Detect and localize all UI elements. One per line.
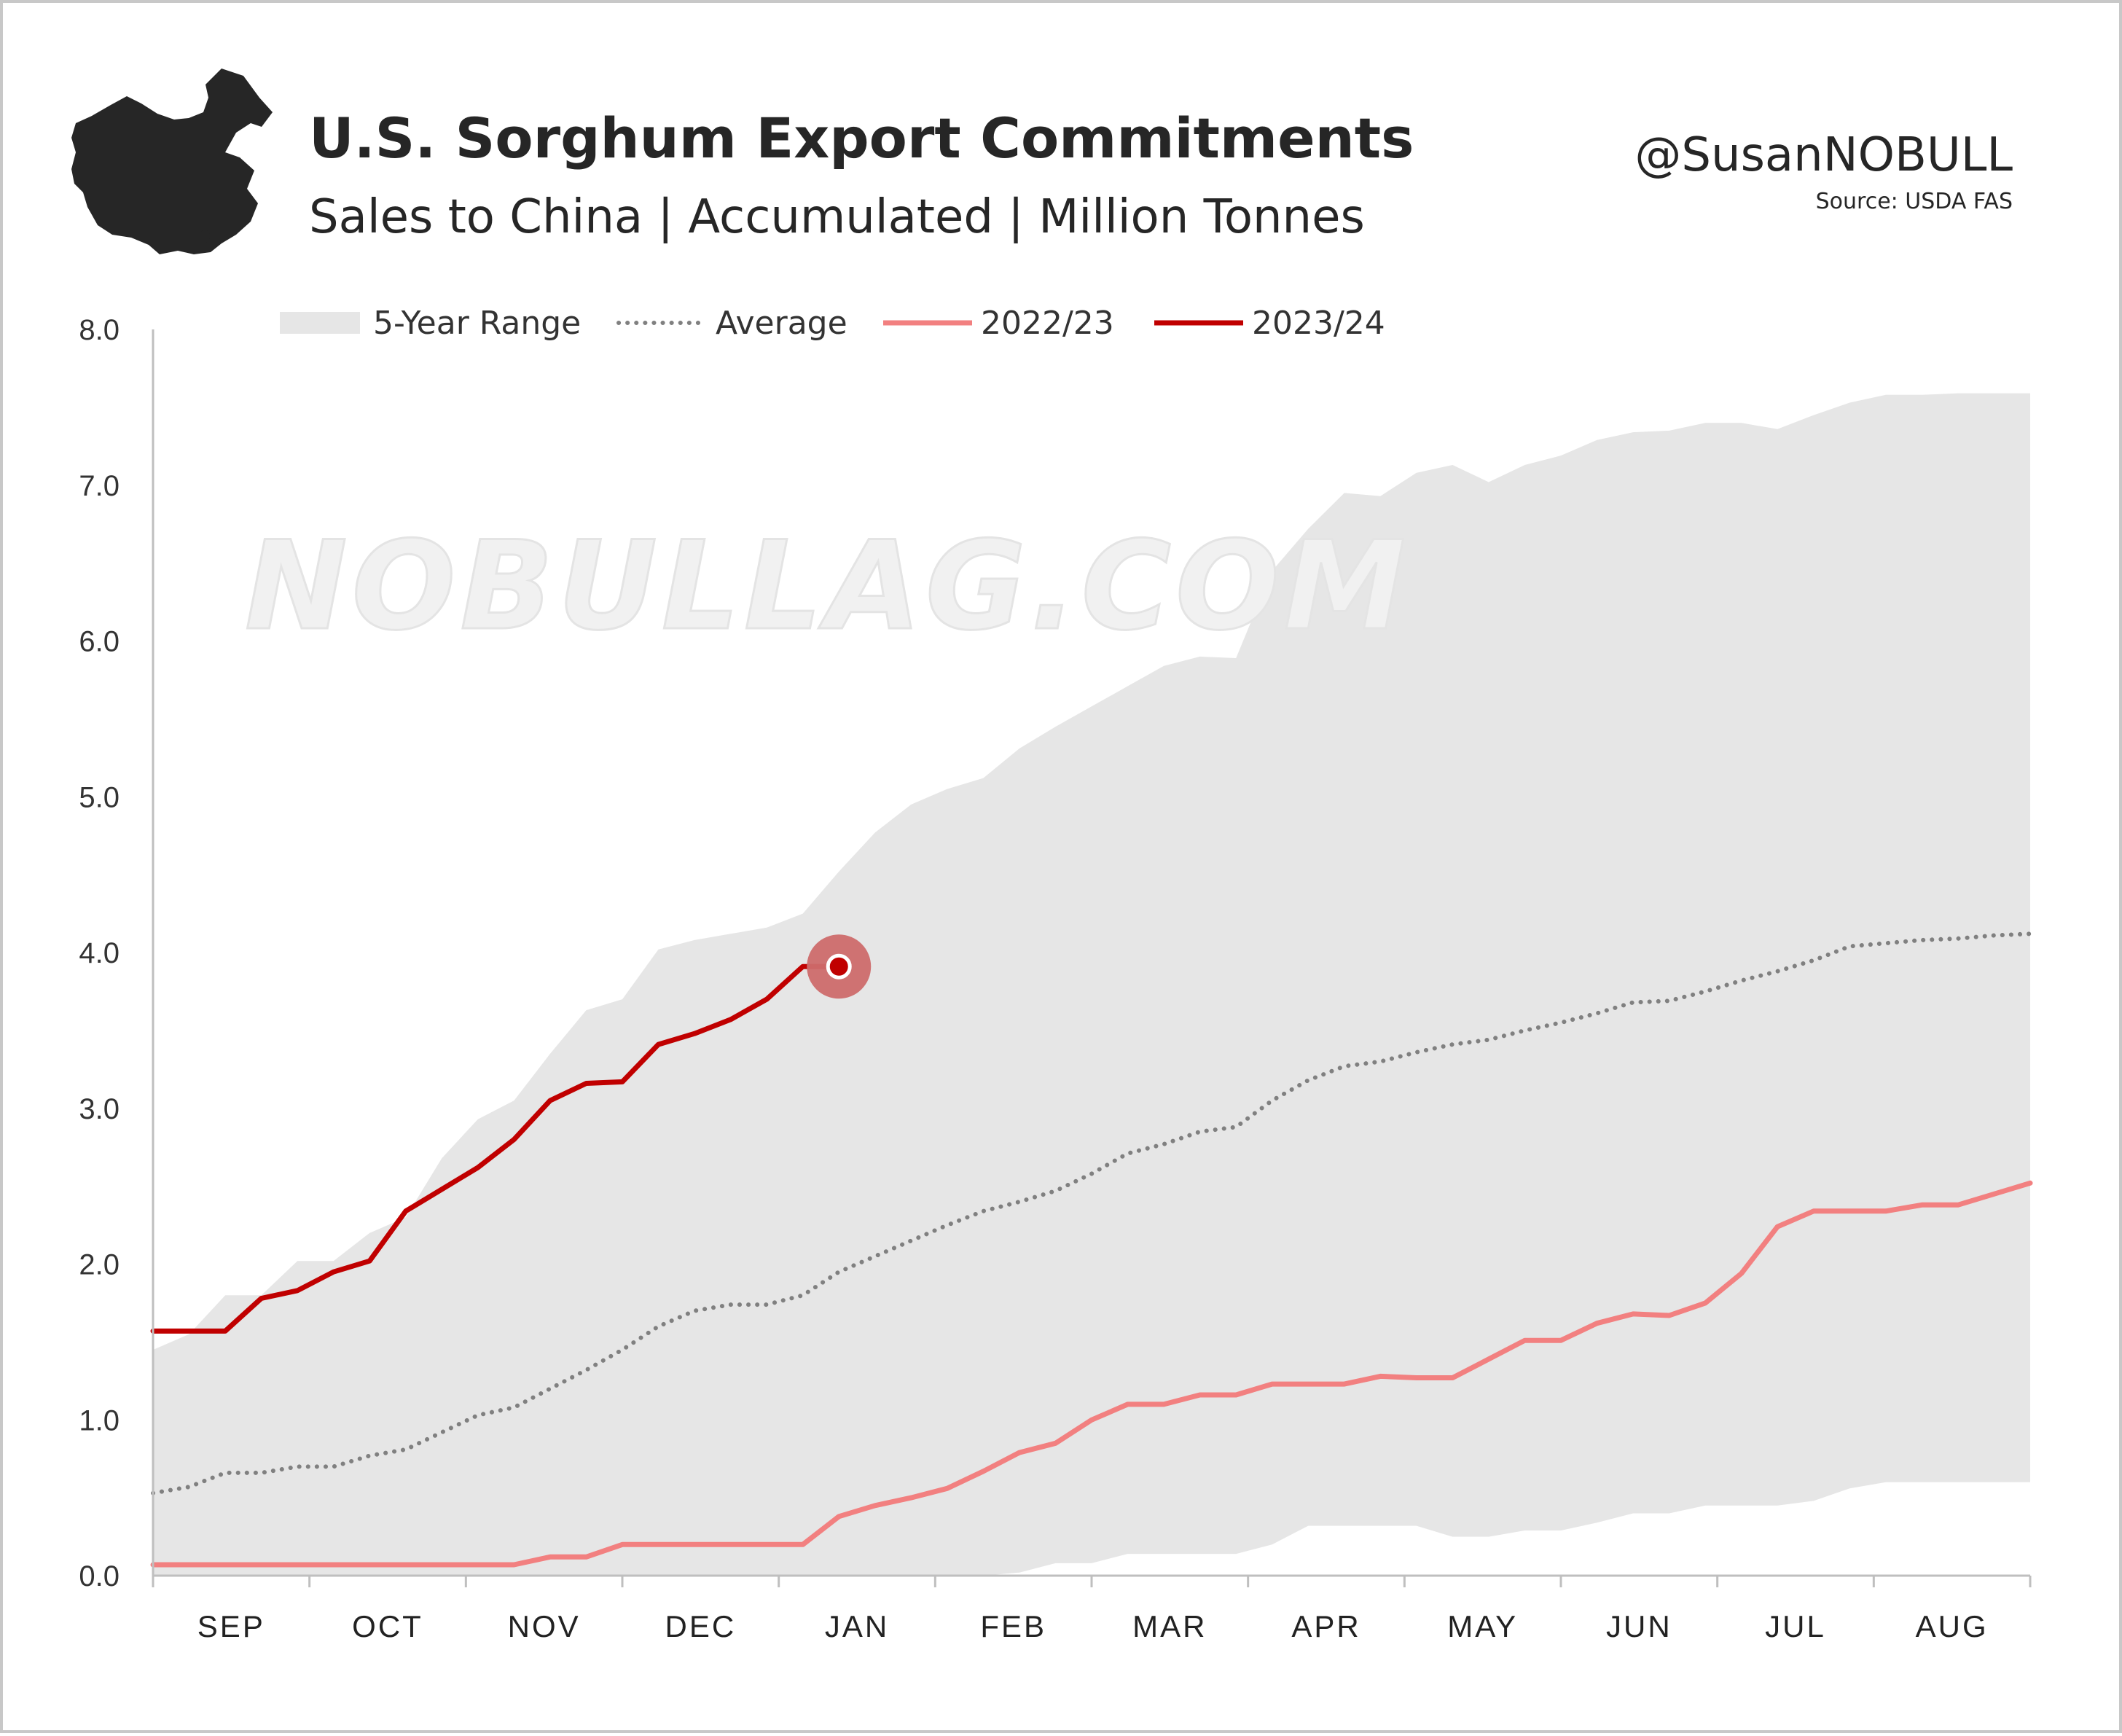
x-tick-label: JAN [825,1609,889,1643]
x-tick-label: AUG [1916,1609,1989,1643]
series-layer [150,931,2033,1568]
author-handle: @SusanNOBULL [1634,128,2013,182]
y-tick-label: 1.0 [79,1404,120,1436]
x-tick-label: NOV [508,1609,581,1643]
legend: 5-Year Range Average 2022/23 2023/24 [280,305,1385,342]
x-tick-label: JUN [1606,1609,1672,1643]
y-tick-label: 0.0 [79,1560,120,1592]
axis-layer: 0.0 1.0 2.0 3.0 4.0 5.0 6.0 7.0 8.0 SEP OCT NOV DEC J… [79,314,2032,1643]
y-tick-label: 3.0 [79,1093,120,1125]
x-tick-label: MAY [1447,1609,1518,1643]
line-2022-23 [150,1180,2033,1568]
x-tick-label: FEB [980,1609,1046,1643]
chart-subtitle: Sales to China | Accumulated | Million T… [309,190,1365,244]
y-tick-label: 4.0 [79,937,120,969]
watermark: NOBULLAG.COM [245,515,1410,657]
y-tick-label: 2.0 [79,1249,120,1281]
line-2023-24 [150,963,842,1334]
average-line [151,931,2032,1495]
x-tick-label: OCT [352,1609,423,1643]
china-map-icon [71,69,273,254]
chart-title: U.S. Sorghum Export Commitments [309,106,1414,171]
x-tick-label: MAR [1132,1609,1207,1643]
legend-label-average: Average [716,305,847,342]
x-tick-label: JUL [1765,1609,1826,1643]
y-tick-label: 7.0 [79,470,120,502]
source-note: Source: USDA FAS [1816,189,2013,214]
chart-canvas: U.S. Sorghum Export Commitments Sales to… [71,69,2033,1643]
range-band-layer [153,393,2030,1576]
legend-label-range: 5-Year Range [373,305,581,342]
y-tick-label: 5.0 [79,781,120,813]
legend-label-2023-24: 2023/24 [1252,305,1385,342]
y-tick-label: 8.0 [79,314,120,346]
highlight-point [826,953,852,980]
x-tick-label: DEC [665,1609,736,1643]
x-tick-label: SEP [197,1609,265,1643]
x-tick-label: APR [1291,1609,1360,1643]
legend-swatch-range [280,312,360,334]
legend-label-2022-23: 2022/23 [981,305,1114,342]
y-tick-label: 6.0 [79,626,120,658]
highlight-marker-layer [807,934,872,999]
range-band [153,393,2030,1576]
